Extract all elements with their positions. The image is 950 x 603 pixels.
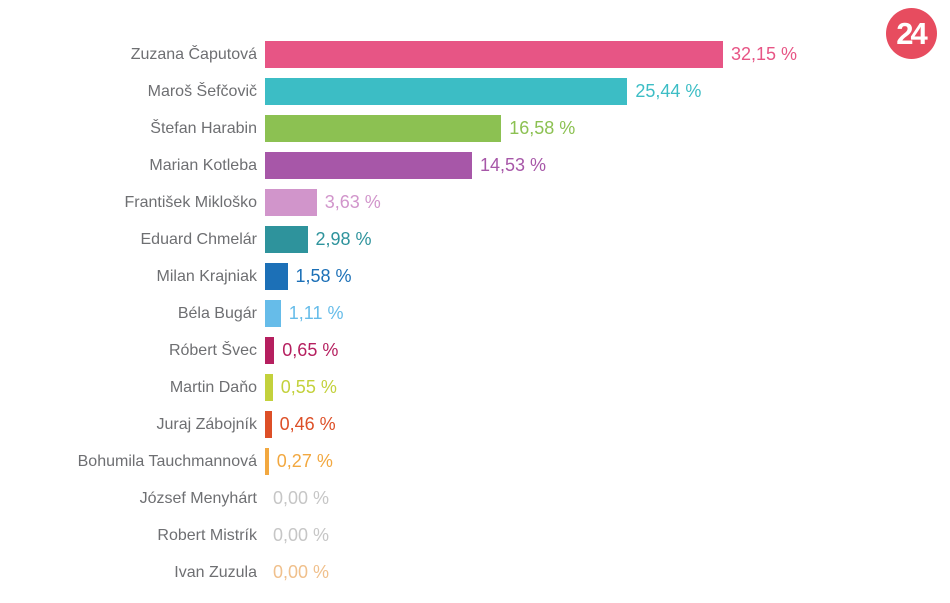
result-value-label: 2,98 %: [315, 229, 372, 249]
chart-row: Zuzana Čaputová 32,15 %: [0, 41, 950, 68]
result-value-label: 1,58 %: [295, 266, 352, 286]
candidate-name: Marian Kotleba: [149, 156, 257, 174]
chart-row: Juraj Zábojník 0,46 %: [0, 411, 950, 438]
result-bar: [265, 448, 269, 475]
bar-area: 1,11 %: [265, 300, 950, 327]
bar-area: 0,00 %: [265, 485, 950, 512]
candidate-name: Martin Daňo: [169, 378, 257, 396]
candidate-name: Štefan Harabin: [150, 119, 257, 137]
bar-area: 0,55 %: [265, 374, 950, 401]
result-bar: [265, 374, 273, 401]
result-value-label: 0,00 %: [273, 488, 330, 508]
candidate-name: Maroš Šefčovič: [147, 82, 257, 100]
candidate-name: Eduard Chmelár: [140, 230, 258, 248]
result-bar: [265, 300, 281, 327]
result-bar: [265, 78, 628, 105]
result-value-label: 0,65 %: [282, 340, 339, 360]
chart-row: Marian Kotleba 14,53 %: [0, 152, 950, 179]
chart-row: Maroš Šefčovič 25,44 %: [0, 78, 950, 105]
result-bar: [265, 41, 723, 68]
bar-area: 0,46 %: [265, 411, 950, 438]
bar-area: 0,00 %: [265, 559, 950, 586]
bar-area: 32,15 %: [265, 41, 950, 68]
result-value-label: 1,11 %: [288, 303, 344, 323]
result-value-label: 0,55 %: [280, 377, 337, 397]
result-bar: [265, 337, 275, 364]
candidate-name: Zuzana Čaputová: [130, 45, 257, 63]
result-bar: [265, 263, 288, 290]
result-value-label: 16,58 %: [509, 118, 576, 138]
result-value-label: 0,00 %: [273, 562, 330, 582]
chart-row: Ivan Zuzula 0,00 %: [0, 559, 950, 586]
candidate-name: Ivan Zuzula: [174, 563, 257, 581]
bar-area: 2,98 %: [265, 226, 950, 253]
bar-area: 0,00 %: [265, 522, 950, 549]
candidate-name: Béla Bugár: [177, 304, 257, 322]
chart-row: Bohumila Tauchmannová 0,27 %: [0, 448, 950, 475]
tv-24-logo-text: 24: [896, 15, 928, 51]
candidate-name: Milan Krajniak: [156, 267, 257, 285]
result-bar: [265, 226, 308, 253]
result-bar: [265, 115, 502, 142]
chart-row: Robert Mistrík 0,00 %: [0, 522, 950, 549]
result-bar: [265, 189, 317, 216]
chart-row: József Menyhárt 0,00 %: [0, 485, 950, 512]
result-bar: [265, 411, 272, 438]
chart-row: František Mikloško 3,63 %: [0, 189, 950, 216]
chart-row: Eduard Chmelár 2,98 %: [0, 226, 950, 253]
chart-row: Martin Daňo 0,55 %: [0, 374, 950, 401]
bar-area: 3,63 %: [265, 189, 950, 216]
result-value-label: 14,53 %: [480, 155, 547, 175]
result-value-label: 25,44 %: [635, 81, 702, 101]
bar-area: 14,53 %: [265, 152, 950, 179]
result-bar: [265, 152, 472, 179]
result-value-label: 0,00 %: [273, 525, 330, 545]
chart-row: Milan Krajniak 1,58 %: [0, 263, 950, 290]
candidate-name: Róbert Švec: [168, 341, 257, 359]
bar-area: 25,44 %: [265, 78, 950, 105]
chart-row: Béla Bugár 1,11 %: [0, 300, 950, 327]
candidate-name: Robert Mistrík: [157, 526, 257, 544]
result-value-label: 32,15 %: [731, 44, 798, 64]
bar-area: 1,58 %: [265, 263, 950, 290]
candidate-name: Bohumila Tauchmannová: [77, 452, 257, 470]
tv-24-logo: 24: [886, 8, 937, 59]
bar-area: 0,65 %: [265, 337, 950, 364]
result-value-label: 3,63 %: [324, 192, 381, 212]
candidate-name: József Menyhárt: [139, 489, 257, 507]
bar-area: 0,27 %: [265, 448, 950, 475]
result-value-label: 0,46 %: [279, 414, 336, 434]
chart-row: Štefan Harabin 16,58 %: [0, 115, 950, 142]
chart-row: Róbert Švec 0,65 %: [0, 337, 950, 364]
bar-area: 16,58 %: [265, 115, 950, 142]
bar-chart: Zuzana Čaputová 32,15 % Maroš Šefčovič 2…: [0, 41, 950, 596]
candidate-name: František Mikloško: [124, 193, 257, 211]
result-value-label: 0,27 %: [276, 451, 333, 471]
candidate-name: Juraj Zábojník: [156, 415, 258, 433]
